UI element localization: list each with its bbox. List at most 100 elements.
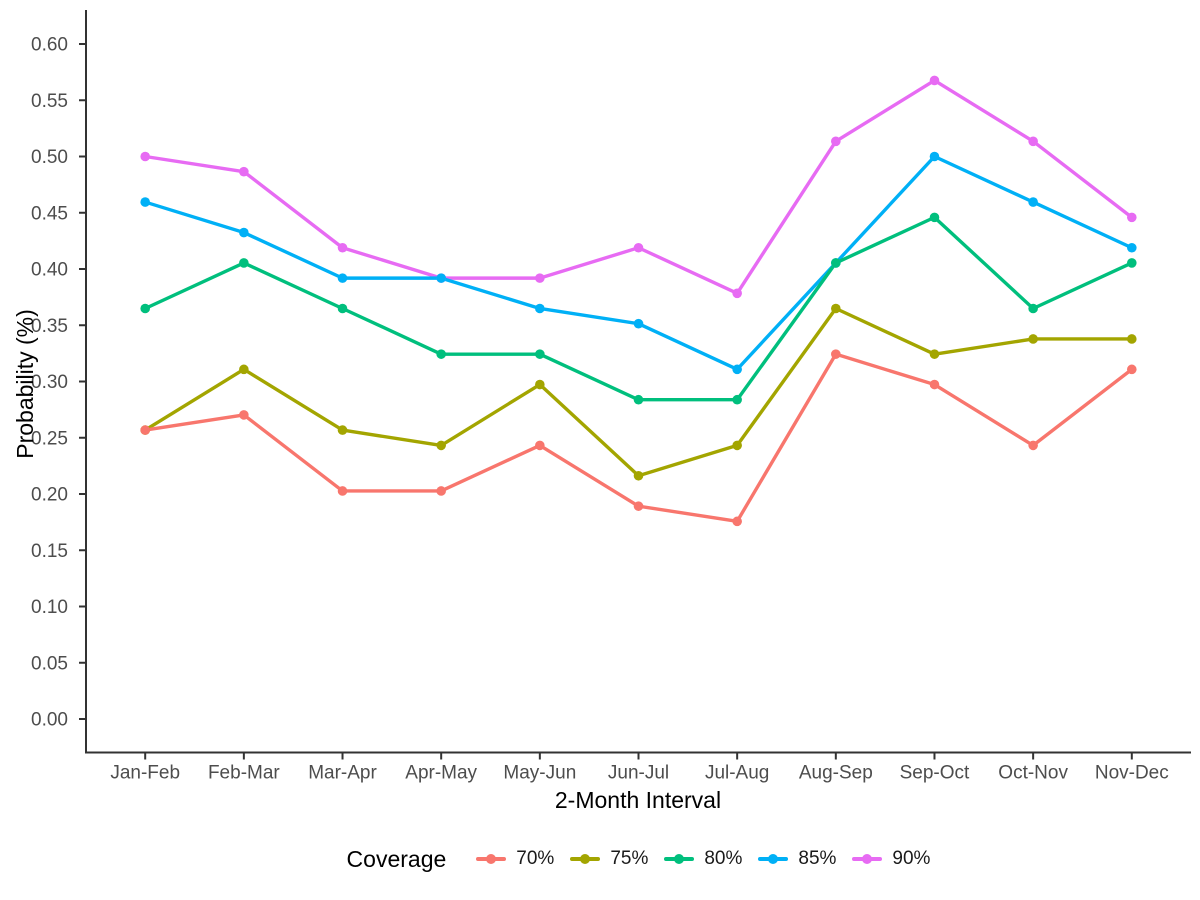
series-line-75% [143, 306, 1134, 478]
legend-key-icon [476, 849, 507, 869]
y-axis-title: Probability (%) [12, 309, 38, 459]
data-point-70%-Aug-Sep [831, 349, 841, 359]
legend-item-80%: 80% [664, 848, 742, 870]
legend-title: Coverage [346, 845, 447, 872]
legend-label: 75% [610, 848, 649, 869]
legend-item-70%: 70% [476, 848, 554, 870]
y-tick-label: 0.60 [31, 35, 68, 56]
data-point-70%-Nov-Dec [1127, 364, 1137, 375]
data-point-75%-Jul-Aug [732, 440, 742, 451]
data-point-75%-Nov-Dec [1127, 334, 1137, 344]
data-point-90%-Mar-Apr [337, 242, 348, 253]
x-tick-label: Jan-Feb [110, 763, 180, 784]
data-point-90%-Feb-Mar [239, 166, 249, 177]
data-point-80%-Oct-Nov [1028, 303, 1038, 314]
data-point-80%-Aug-Sep [831, 258, 841, 268]
data-point-85%-Feb-Mar [239, 227, 249, 238]
y-tick-label: 0.50 [31, 147, 68, 168]
data-point-85%-Jan-Feb [140, 197, 150, 207]
data-point-90%-Aug-Sep [831, 136, 841, 147]
legend-label: 90% [892, 848, 931, 869]
legend-item-90%: 90% [852, 848, 930, 870]
data-point-85%-Sep-Oct [929, 151, 940, 162]
data-point-90%-Oct-Nov [1028, 136, 1038, 147]
x-axis-title: 2-Month Interval [555, 787, 721, 813]
data-point-75%-Jun-Jul [633, 470, 644, 481]
data-point-85%-May-Jun [535, 303, 545, 314]
data-point-80%-Jul-Aug [732, 394, 742, 405]
data-point-70%-Jun-Jul [633, 501, 644, 511]
legend-key-icon [664, 849, 695, 869]
legend-key-icon [852, 849, 883, 869]
data-point-75%-Mar-Apr [337, 425, 348, 435]
data-point-70%-Apr-May [436, 486, 446, 496]
y-tick-label: 0.10 [31, 597, 68, 618]
data-point-70%-Oct-Nov [1028, 440, 1038, 451]
y-tick-label: 0.15 [31, 541, 68, 562]
y-tick-label: 0.40 [31, 260, 68, 281]
data-point-75%-Oct-Nov [1028, 334, 1038, 344]
legend-item-85%: 85% [758, 848, 836, 870]
data-point-85%-Oct-Nov [1028, 197, 1038, 207]
x-tick-label: Jul-Aug [705, 763, 769, 784]
y-tick-label: 0.45 [31, 203, 68, 224]
data-point-75%-May-Jun [535, 379, 545, 390]
y-tick-label: 0.00 [31, 710, 68, 731]
plot-area: 0.00 0.05 0.10 0.15 0.20 0.25 0.30 0.35 0.40 0.45… [31, 10, 1191, 784]
data-point-70%-Jul-Aug [732, 516, 742, 527]
data-point-80%-Sep-Oct [929, 212, 940, 223]
data-point-90%-Sep-Oct [929, 75, 940, 86]
x-tick-label: May-Jun [503, 763, 576, 784]
x-tick-label: Nov-Dec [1095, 763, 1169, 784]
data-point-90%-Nov-Dec [1127, 212, 1137, 223]
y-tick-label: 0.30 [31, 372, 68, 393]
data-point-70%-Feb-Mar [239, 410, 249, 420]
x-tick-label: Jun-Jul [608, 763, 669, 784]
data-point-85%-Jul-Aug [732, 364, 742, 375]
y-tick-label: 0.35 [31, 316, 68, 337]
data-point-70%-Sep-Oct [929, 379, 940, 390]
data-point-80%-Nov-Dec [1127, 258, 1137, 268]
legend-label: 70% [516, 848, 555, 869]
y-tick-label: 0.20 [31, 485, 68, 506]
x-tick-label: Oct-Nov [998, 763, 1068, 784]
data-point-85%-Mar-Apr [337, 273, 348, 283]
data-point-75%-Apr-May [436, 440, 446, 451]
data-point-80%-Apr-May [436, 349, 446, 359]
data-point-90%-Jun-Jul [633, 242, 644, 253]
data-point-85%-Apr-May [436, 273, 446, 283]
data-point-75%-Feb-Mar [239, 364, 249, 375]
data-point-80%-Mar-Apr [337, 303, 348, 314]
data-point-90%-Jul-Aug [732, 288, 742, 299]
y-tick-label: 0.25 [31, 428, 68, 449]
y-tick-label: 0.55 [31, 91, 68, 112]
data-point-70%-May-Jun [535, 440, 545, 451]
data-point-90%-Jan-Feb [140, 151, 150, 162]
y-tick-label: 0.05 [31, 653, 68, 674]
legend-label: 85% [798, 848, 837, 869]
legend-label: 80% [704, 848, 743, 869]
data-point-80%-May-Jun [535, 349, 545, 359]
x-tick-label: Feb-Mar [208, 763, 280, 784]
legend-items: 70% 75% 80% 85% 90% [460, 848, 930, 870]
legend-key-icon [758, 849, 789, 869]
data-point-70%-Mar-Apr [337, 486, 348, 496]
data-point-90%-May-Jun [535, 273, 545, 283]
data-point-75%-Aug-Sep [831, 303, 841, 314]
data-point-85%-Jun-Jul [633, 318, 644, 329]
legend: Coverage 70% 75% 80% 85% 90% [86, 840, 1191, 878]
data-point-70%-Jan-Feb [140, 425, 150, 435]
x-tick-label: Apr-May [405, 763, 477, 784]
data-point-80%-Jan-Feb [140, 303, 150, 314]
x-tick-label: Sep-Oct [900, 763, 970, 784]
data-point-85%-Nov-Dec [1127, 242, 1137, 253]
data-point-80%-Jun-Jul [633, 394, 644, 405]
data-point-80%-Feb-Mar [239, 258, 249, 268]
data-point-75%-Sep-Oct [929, 349, 940, 359]
x-tick-label: Mar-Apr [308, 763, 377, 784]
legend-item-75%: 75% [570, 848, 648, 870]
series-line-70% [143, 352, 1134, 524]
legend-key-icon [570, 849, 601, 869]
